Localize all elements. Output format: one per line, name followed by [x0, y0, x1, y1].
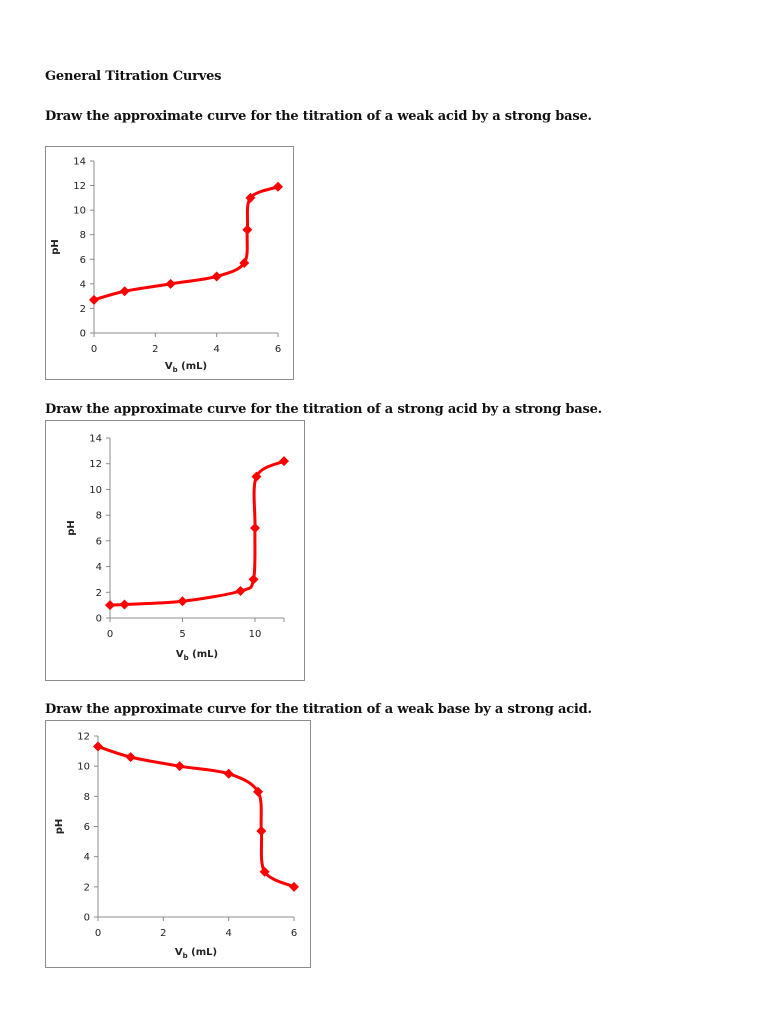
diamond-marker-icon: [279, 456, 289, 467]
y-axis-title: pH: [66, 520, 77, 536]
diamond-marker-icon: [245, 192, 256, 203]
diamond-marker-icon: [165, 278, 176, 289]
y-tick-label: 4: [84, 852, 90, 863]
y-tick-label: 0: [80, 329, 86, 340]
x-tick-label: 0: [91, 344, 97, 355]
y-tick-label: 0: [96, 614, 102, 625]
diamond-marker-icon: [242, 224, 253, 235]
x-tick-label: 0: [107, 629, 113, 640]
chart-weak-acid-strong-base: 0 2 4 6 8 10 12 14 0 2 4 6 pH Vb (mL): [45, 146, 294, 380]
x-axis-title: Vb (mL): [175, 947, 217, 960]
diamond-marker-icon: [256, 826, 267, 837]
x-axis-title: Vb (mL): [176, 649, 218, 662]
diamond-marker-icon: [259, 866, 270, 877]
question-1-text: Draw the approximate curve for the titra…: [45, 109, 592, 124]
x-tick-label: 4: [213, 344, 219, 355]
chart-strong-acid-strong-base: 0 2 4 6 8 10 12 14 0 5 10 pH Vb (mL): [45, 420, 305, 681]
diamond-marker-icon: [251, 471, 262, 482]
x-tick-label: 5: [179, 629, 185, 640]
diamond-marker-icon: [253, 786, 264, 797]
diamond-marker-icon: [125, 752, 136, 763]
x-tick-label: 6: [291, 928, 297, 939]
diamond-marker-icon: [177, 596, 188, 607]
y-tick-label: 2: [96, 588, 102, 599]
y-axis-title: pH: [54, 819, 65, 835]
x-tick-label: 6: [275, 344, 281, 355]
y-tick-label: 2: [84, 882, 90, 893]
y-tick-label: 8: [80, 230, 86, 241]
y-tick-label: 12: [77, 732, 90, 743]
y-tick-label: 8: [84, 792, 90, 803]
diamond-marker-icon: [174, 761, 185, 772]
y-tick-label: 12: [73, 181, 86, 192]
y-tick-label: 12: [89, 459, 102, 470]
document-title: General Titration Curves: [45, 69, 222, 84]
x-axis-title: Vb (mL): [165, 361, 207, 374]
x-tick-label: 2: [152, 344, 158, 355]
y-tick-label: 6: [96, 536, 102, 547]
x-tick-label: 10: [249, 629, 262, 640]
diamond-marker-icon: [250, 523, 260, 533]
question-3-text: Draw the approximate curve for the titra…: [45, 702, 592, 717]
y-tick-label: 10: [73, 206, 86, 217]
y-tick-label: 14: [89, 434, 102, 445]
diamond-marker-icon: [119, 599, 130, 610]
x-tick-label: 2: [160, 928, 166, 939]
diamond-marker-icon: [93, 741, 103, 752]
y-tick-label: 10: [77, 762, 90, 773]
series-line: [96, 745, 296, 889]
chart-weak-base-strong-acid: 0 2 4 6 8 10 12 0 2 4 6 pH Vb (mL): [45, 720, 311, 968]
y-tick-label: 2: [80, 304, 86, 315]
y-tick-label: 4: [96, 562, 102, 573]
series-line: [108, 459, 286, 607]
y-axis-title: pH: [50, 239, 61, 255]
diamond-marker-icon: [235, 586, 246, 596]
y-tick-label: 6: [80, 255, 86, 266]
y-tick-label: 0: [84, 913, 90, 924]
diamond-marker-icon: [211, 271, 222, 282]
diamond-marker-icon: [239, 257, 250, 268]
diamond-marker-icon: [248, 574, 259, 585]
diamond-marker-icon: [289, 881, 299, 892]
y-tick-label: 6: [84, 822, 90, 833]
diamond-marker-icon: [89, 294, 99, 305]
question-2-text: Draw the approximate curve for the titra…: [45, 402, 602, 417]
y-tick-label: 8: [96, 511, 102, 522]
chart-2-plot: 0 2 4 6 8 10 12 14 0 5 10 pH Vb (mL): [66, 434, 289, 662]
chart-1-plot: 0 2 4 6 8 10 12 14 0 2 4 6 pH Vb (mL): [50, 157, 283, 374]
x-tick-label: 4: [225, 928, 231, 939]
diamond-marker-icon: [273, 181, 283, 192]
y-tick-label: 14: [73, 157, 86, 168]
y-tick-label: 4: [80, 279, 86, 290]
diamond-marker-icon: [223, 768, 234, 779]
y-tick-label: 10: [89, 485, 102, 496]
x-tick-label: 0: [95, 928, 101, 939]
series-line: [92, 185, 280, 302]
diamond-marker-icon: [119, 286, 130, 297]
diamond-marker-icon: [105, 600, 115, 611]
chart-3-plot: 0 2 4 6 8 10 12 0 2 4 6 pH Vb (mL): [54, 732, 299, 960]
